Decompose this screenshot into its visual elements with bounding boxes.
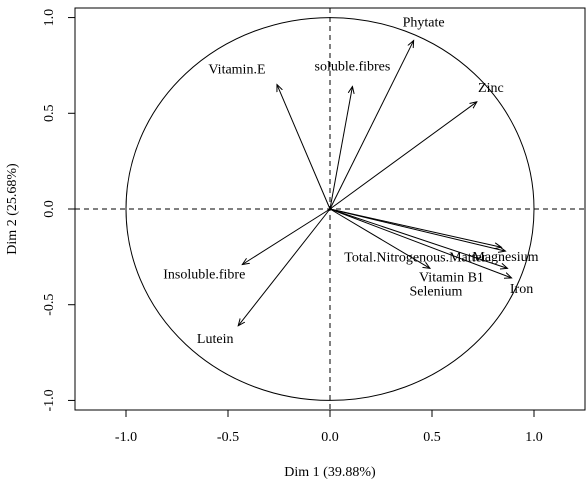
label-phytate: Phytate [403, 16, 445, 31]
x-tick-label: 1.0 [525, 430, 543, 445]
x-axis-label: Dim 1 (39.88%) [284, 465, 376, 480]
y-tick-label: 1.0 [42, 9, 57, 27]
x-tick-label: -1.0 [115, 430, 137, 445]
y-tick-label: -0.5 [42, 294, 57, 316]
arrow-magnesium [329, 208, 505, 251]
label-vitamin-e: Vitamin.E [208, 63, 265, 78]
y-tick-label: 0.0 [42, 200, 57, 218]
label-zinc: Zinc [478, 81, 504, 96]
x-tick-label: 0.0 [321, 430, 339, 445]
arrow-phytate [329, 41, 414, 210]
label-selenium: Selenium [410, 284, 463, 299]
label-soluble-fibres: soluble.fibres [315, 59, 391, 74]
arrow-iron [329, 208, 512, 278]
label-insoluble-fibre: Insoluble.fibre [163, 268, 245, 283]
label-vitamin-b1: Vitamin B1 [419, 270, 484, 285]
arrow-selenium [329, 208, 430, 268]
arrow-zinc [329, 102, 477, 210]
arrow-vitamin-b1 [329, 208, 507, 268]
arrow-vitamin-e [277, 85, 331, 210]
x-tick-label: -0.5 [217, 430, 239, 445]
y-tick-label: 0.5 [42, 105, 57, 123]
arrow-soluble-fibres [329, 86, 352, 210]
label-magnesium: Magnesium [472, 250, 538, 265]
label-iron: Iron [510, 282, 533, 297]
x-tick-label: 0.5 [423, 430, 441, 445]
arrow-lutein [238, 208, 331, 326]
label-lutein: Lutein [197, 332, 234, 347]
label-total-nitrogenous-matter: Total.Nitrogenous.Matter [344, 250, 486, 265]
y-axis-label: Dim 2 (25.68%) [5, 163, 20, 255]
arrow-insoluble-fibre [242, 208, 331, 265]
unit-circle [125, 17, 535, 401]
y-tick-label: -1.0 [42, 389, 57, 411]
